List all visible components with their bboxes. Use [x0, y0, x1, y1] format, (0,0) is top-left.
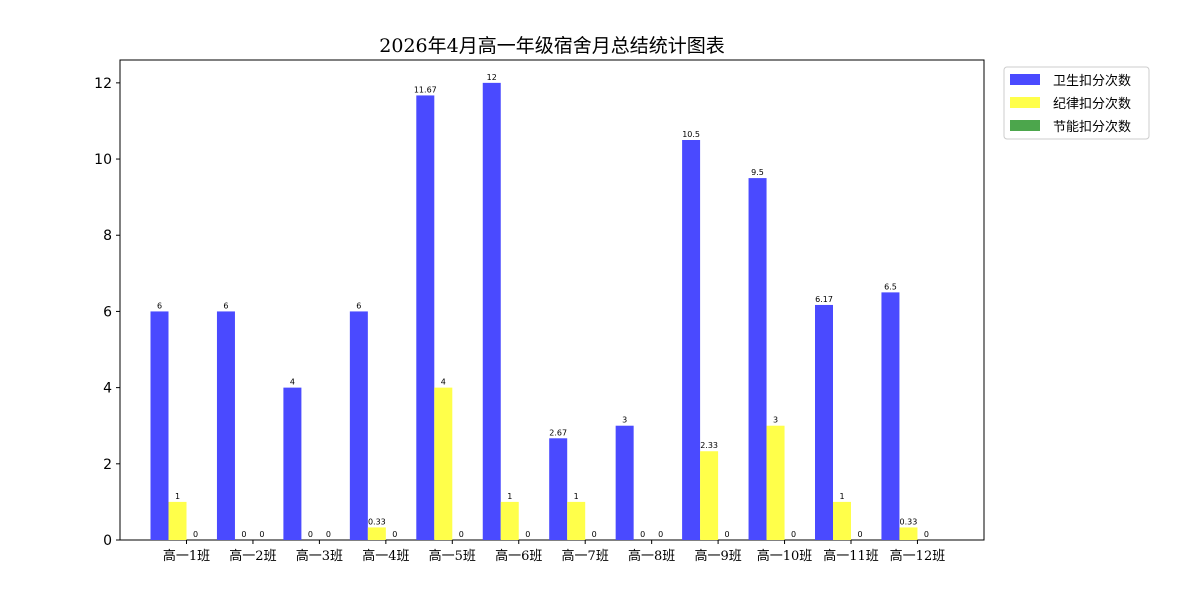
- data-label-s2-c2: 0: [241, 530, 246, 539]
- data-label-s2-c8: 0: [640, 530, 645, 539]
- bar-s1-c3: [283, 387, 302, 540]
- x-axis: 高一1班 高一2班 高一3班 高一4班 高一5班 高一6班 高一7班 高一8班 高一9班 高一10…: [163, 540, 945, 564]
- legend-label-3: 节能扣分次数: [1053, 119, 1131, 135]
- bar-s2-c9: [700, 451, 719, 540]
- y-tick-label: 10: [94, 152, 112, 168]
- bar-s1-c12: [881, 292, 900, 540]
- y-tick-label: 6: [103, 304, 112, 320]
- data-label-s1-c11: 6.17: [815, 295, 833, 304]
- data-label-s3-c12: 0: [924, 530, 929, 539]
- y-tick-label: 2: [103, 457, 112, 473]
- bar-s2-c5: [434, 387, 453, 540]
- data-label-s1-c4: 6: [356, 301, 361, 310]
- bar-s2-c10: [766, 425, 785, 540]
- bar-s1-c9: [682, 140, 701, 540]
- data-label-s3-c5: 0: [459, 530, 464, 539]
- data-label-s1-c2: 6: [223, 301, 228, 310]
- legend-label-2: 纪律扣分次数: [1053, 96, 1131, 112]
- bar-s2-c1: [168, 501, 187, 540]
- y-axis: 0 2 4 6 8 10 12: [94, 76, 120, 549]
- y-tick-label: 4: [103, 381, 112, 397]
- legend-swatch-3: [1010, 120, 1040, 131]
- data-label-s1-c9: 10.5: [682, 130, 700, 139]
- bar-s2-c7: [567, 501, 586, 540]
- data-label-s1-c8: 3: [622, 416, 627, 425]
- data-label-s1-c1: 6: [157, 301, 162, 310]
- data-label-s2-c11: 1: [839, 492, 844, 501]
- bar-s2-c6: [500, 501, 519, 540]
- data-label-s3-c1: 0: [193, 530, 198, 539]
- data-labels-layer: 6 6 4 6 11.67 12 2.67 3 10.5 9.5 6.17 6.5 1 0 0 0.33 4 1 1…: [157, 73, 929, 539]
- bar-s1-c2: [216, 311, 235, 540]
- legend-label-1: 卫生扣分次数: [1053, 73, 1131, 89]
- y-tick-label: 0: [103, 533, 112, 549]
- data-label-s1-c12: 6.5: [884, 282, 897, 291]
- data-label-s1-c6: 12: [487, 73, 497, 82]
- x-tick-label: 高一4班: [362, 548, 409, 564]
- y-tick-label: 12: [94, 76, 112, 92]
- data-label-s3-c10: 0: [791, 530, 796, 539]
- bar-s1-c5: [416, 95, 435, 541]
- x-tick-label: 高一2班: [229, 548, 276, 564]
- bar-s1-c6: [482, 82, 501, 541]
- legend-swatch-1: [1010, 74, 1040, 85]
- data-label-s2-c9: 2.33: [700, 441, 718, 450]
- data-label-s3-c6: 0: [525, 530, 530, 539]
- x-tick-label: 高一1班: [163, 548, 210, 564]
- data-label-s2-c6: 1: [507, 492, 512, 501]
- x-tick-label: 高一10班: [757, 548, 813, 564]
- data-label-s2-c4: 0.33: [368, 517, 386, 526]
- x-tick-label: 高一8班: [628, 548, 675, 564]
- data-label-s3-c3: 0: [326, 530, 331, 539]
- bar-s2-c12: [899, 527, 918, 540]
- bar-s2-c11: [833, 501, 851, 540]
- data-label-s2-c12: 0.33: [900, 517, 918, 526]
- x-tick-label: 高一7班: [562, 548, 609, 564]
- data-label-s1-c3: 4: [290, 378, 295, 387]
- x-tick-label: 高一11班: [823, 548, 879, 564]
- bars-layer: [150, 82, 918, 541]
- data-label-s3-c4: 0: [392, 530, 397, 539]
- y-tick-label: 8: [103, 228, 112, 244]
- bar-s2-c4: [367, 527, 386, 540]
- data-label-s3-c2: 0: [259, 530, 264, 539]
- data-label-s1-c5: 11.67: [414, 85, 437, 94]
- bar-s1-c4: [349, 311, 368, 540]
- data-label-s1-c7: 2.67: [549, 428, 567, 437]
- x-tick-label: 高一12班: [890, 548, 946, 564]
- data-label-s2-c1: 1: [175, 492, 180, 501]
- x-tick-label: 高一3班: [296, 548, 343, 564]
- x-tick-label: 高一5班: [429, 548, 476, 564]
- chart-title: 2026年4月高一年级宿舍月总结统计图表: [379, 35, 724, 57]
- bar-s1-c11: [815, 304, 833, 540]
- bar-s1-c8: [615, 425, 634, 540]
- x-tick-label: 高一9班: [694, 548, 741, 564]
- legend-box: [1003, 66, 1150, 140]
- bar-s1-c10: [748, 178, 767, 540]
- data-label-s3-c11: 0: [857, 530, 862, 539]
- data-label-s3-c8: 0: [658, 530, 663, 539]
- data-label-s2-c7: 1: [574, 492, 579, 501]
- bar-s1-c7: [549, 438, 568, 540]
- data-label-s1-c10: 9.5: [751, 168, 764, 177]
- data-label-s2-c5: 4: [441, 378, 446, 387]
- legend-swatch-2: [1010, 97, 1040, 108]
- bar-s1-c1: [150, 311, 169, 540]
- data-label-s2-c3: 0: [308, 530, 313, 539]
- x-tick-label: 高一6班: [495, 548, 542, 564]
- data-label-s2-c10: 3: [773, 416, 778, 425]
- data-label-s3-c9: 0: [725, 530, 730, 539]
- data-label-s3-c7: 0: [592, 530, 597, 539]
